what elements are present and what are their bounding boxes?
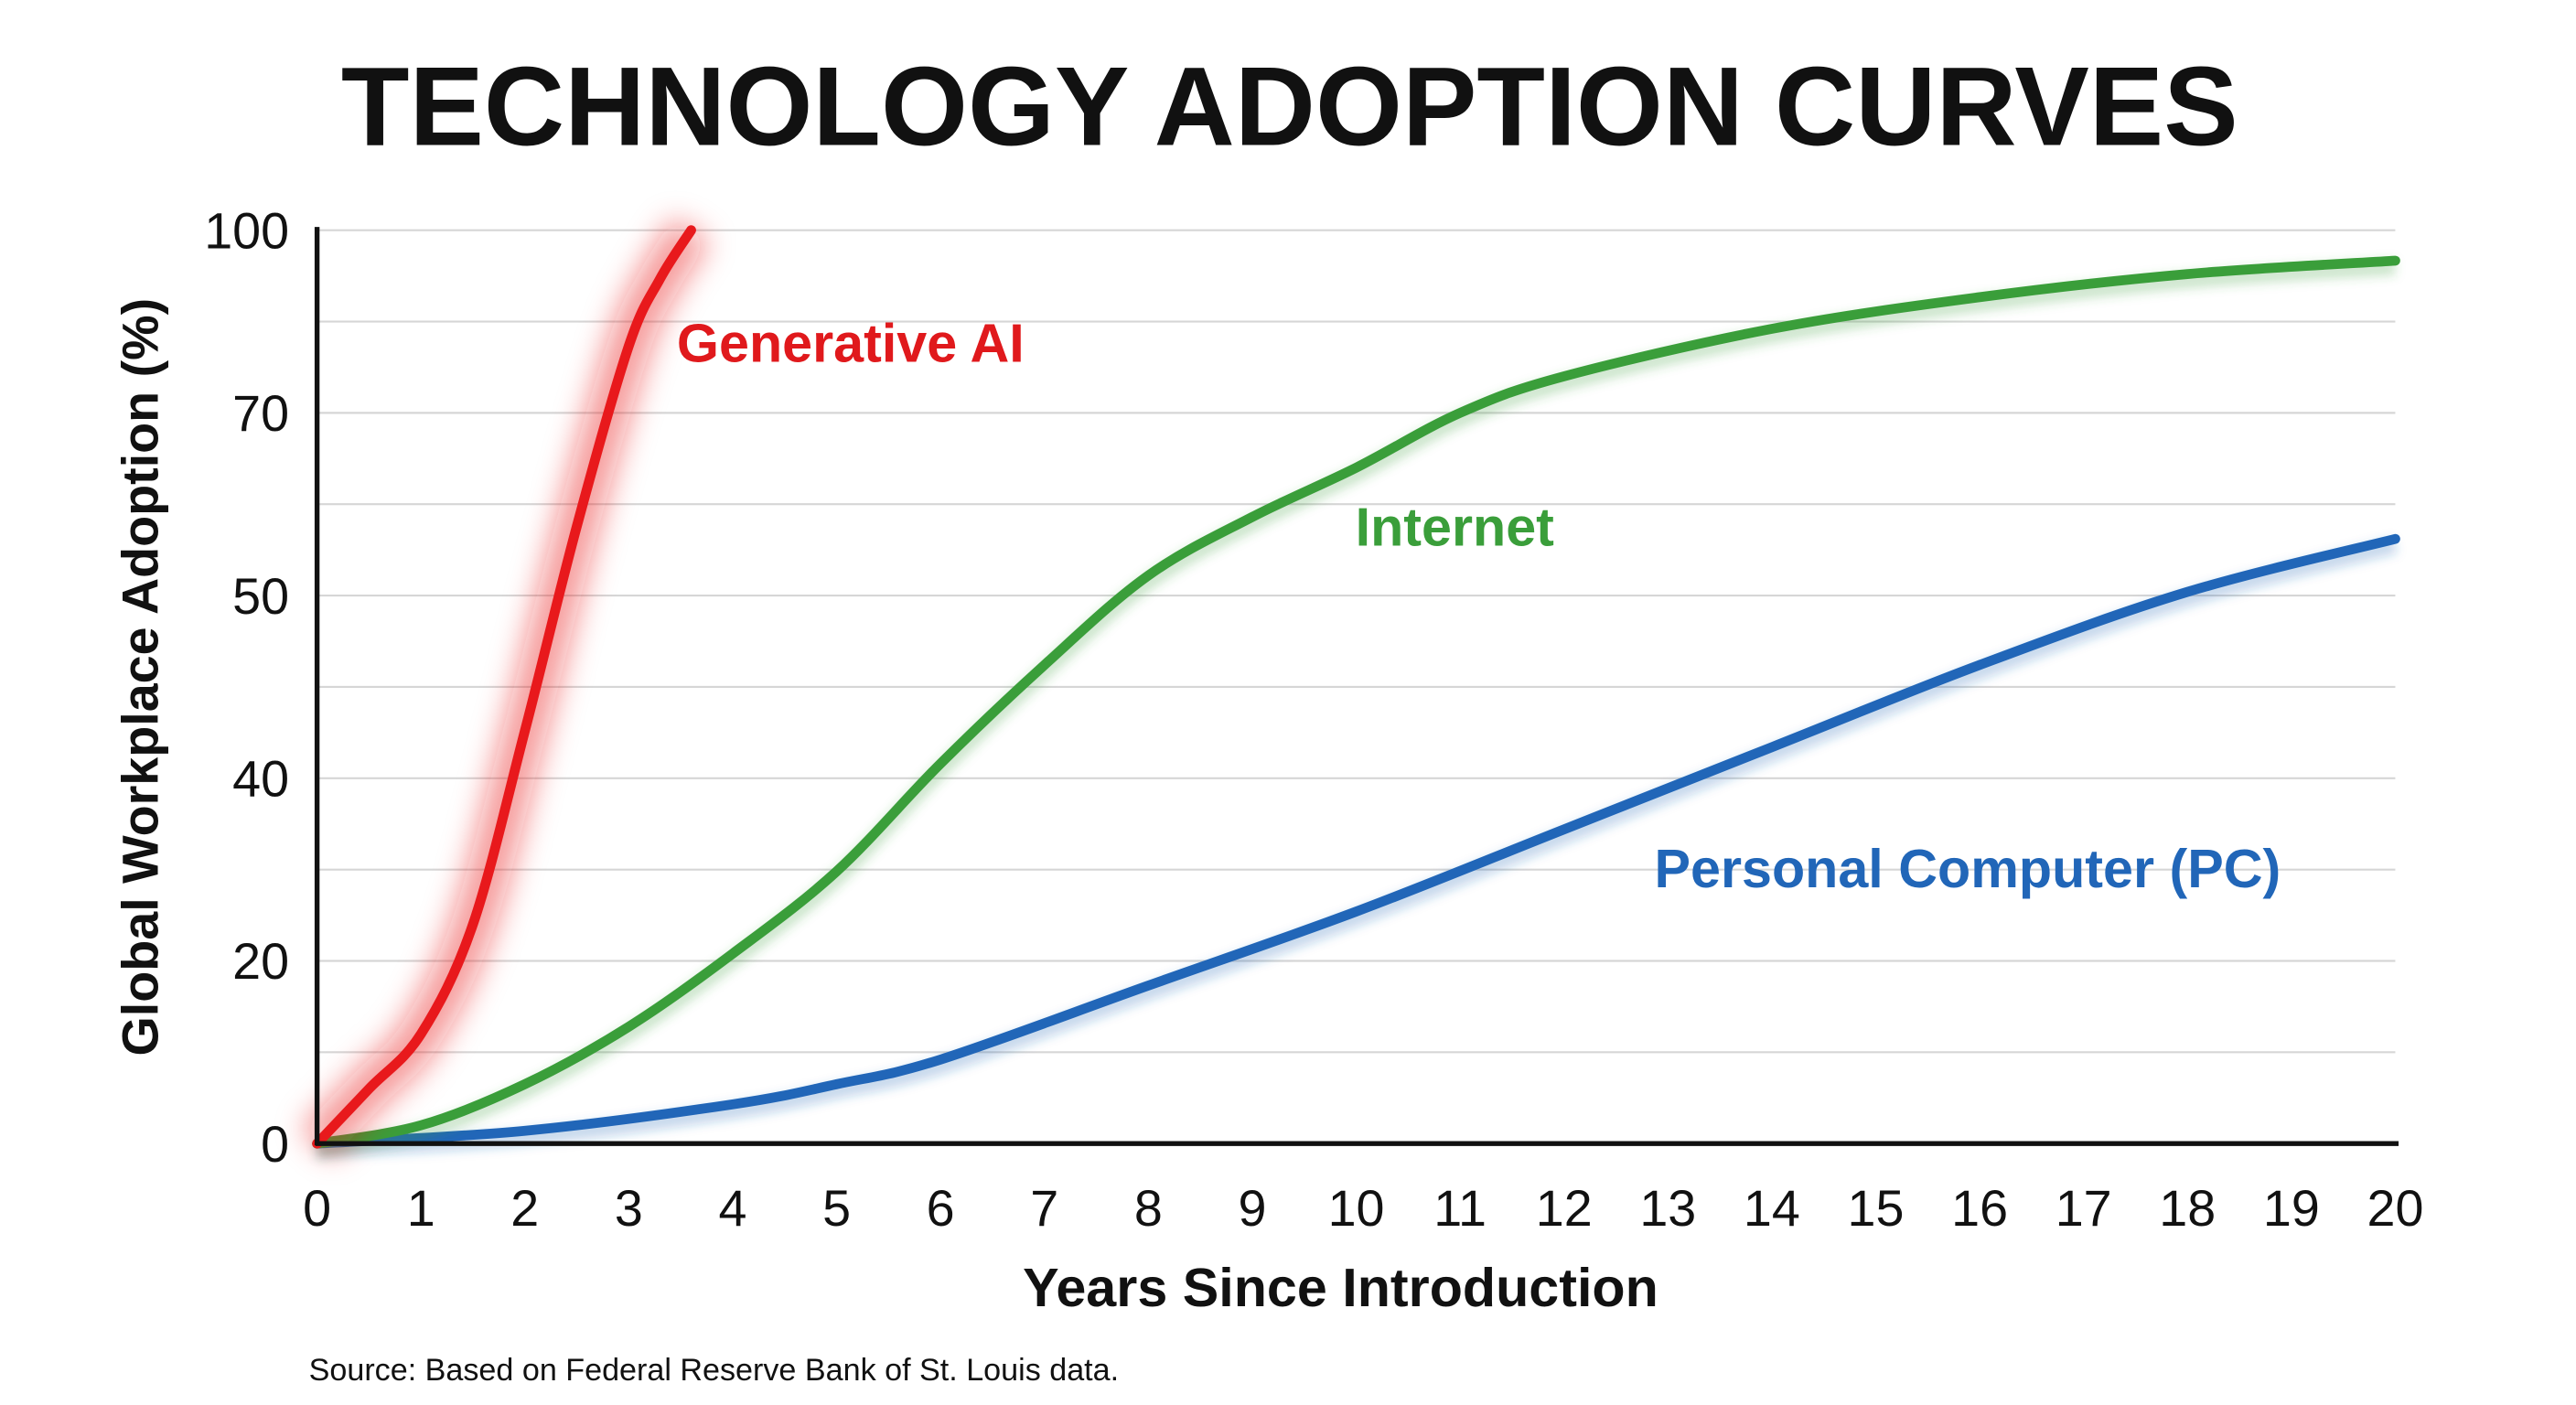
x-tick-label: 9: [1238, 1180, 1266, 1237]
x-tick-label: 19: [2263, 1180, 2320, 1237]
series-label: Internet: [1356, 496, 1554, 557]
x-tick-label: 16: [1951, 1180, 2008, 1237]
x-tick-label: 13: [1639, 1180, 1696, 1237]
y-tick-label: 100: [204, 202, 289, 259]
x-tick-label: 4: [718, 1180, 746, 1237]
x-tick-label: 14: [1744, 1180, 1800, 1237]
series-label: Personal Computer (PC): [1654, 838, 2281, 899]
chart-title: TECHNOLOGY ADOPTION CURVES: [341, 43, 2238, 168]
y-tick-label: 40: [232, 751, 289, 808]
x-tick-label: 10: [1328, 1180, 1385, 1237]
series-shadow-1: [316, 259, 2397, 1159]
x-tick-labels: 0 1 2 3 4 5 6 7 8 9 10 11 12 13 14 15 16 17 18 19 20: [303, 1180, 2423, 1237]
y-tick-label: 20: [232, 933, 289, 990]
x-tick-label: 7: [1030, 1180, 1058, 1237]
y-tick-label: 50: [232, 568, 289, 625]
y-tick-labels: 0 20 40 50 70 100: [204, 202, 289, 1173]
series-line-internet: [312, 255, 2400, 1149]
series-lines: [301, 218, 2400, 1159]
x-tick-label: 17: [2055, 1180, 2112, 1237]
x-axis-label: Years Since Introduction: [1023, 1257, 1658, 1318]
series-label: Generative AI: [677, 312, 1025, 373]
y-axis-label: Global Workplace Adoption (%): [112, 298, 168, 1056]
x-tick-label: 3: [615, 1180, 643, 1237]
gridlines: [317, 229, 2396, 1145]
y-tick-label: 70: [232, 385, 289, 442]
series-shadow-2: [317, 537, 2398, 1159]
series-line-personal-computer-pc: [312, 533, 2400, 1149]
x-tick-label: 8: [1134, 1180, 1163, 1237]
x-tick-label: 6: [927, 1180, 955, 1237]
x-tick-label: 20: [2367, 1180, 2423, 1237]
x-tick-label: 11: [1433, 1180, 1487, 1237]
series-line-generative-ai: [312, 225, 696, 1149]
x-tick-label: 18: [2159, 1180, 2216, 1237]
x-tick-label: 5: [822, 1180, 851, 1237]
source-note: Source: Based on Federal Reserve Bank of…: [309, 1353, 1119, 1388]
x-tick-label: 1: [407, 1180, 435, 1237]
x-tick-label: 0: [303, 1180, 331, 1237]
x-tick-label: 15: [1848, 1180, 1905, 1237]
x-tick-label: 12: [1536, 1180, 1593, 1237]
series-labels: Generative AI Internet Personal Computer (…: [677, 312, 2281, 899]
x-tick-label: 2: [510, 1180, 539, 1237]
y-tick-label: 0: [261, 1116, 289, 1173]
